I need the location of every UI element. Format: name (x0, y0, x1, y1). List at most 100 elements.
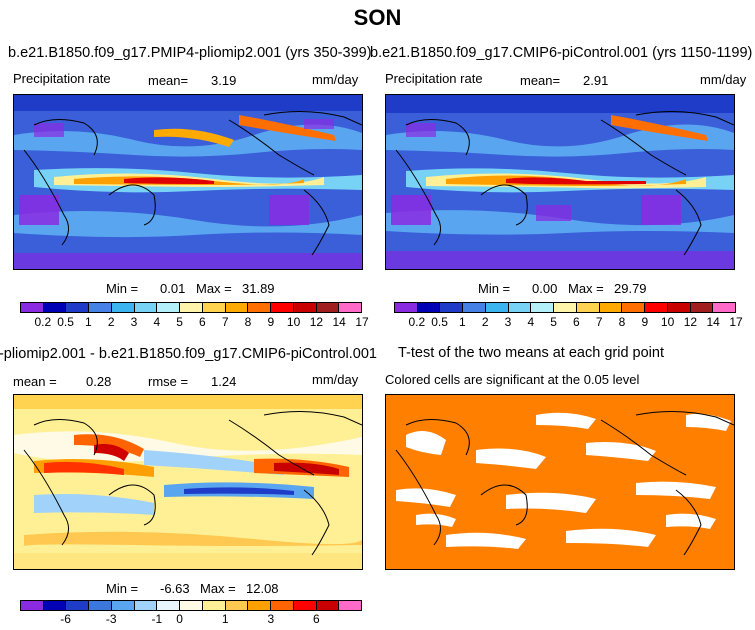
colorbar-tick-label: 7 (221, 315, 229, 329)
colorbar-tick-label: 1 (221, 612, 229, 626)
colorbar-tick-label: 5 (176, 315, 183, 329)
figure-title: SON (353, 5, 402, 30)
colorbar-tick-label: 3 (267, 612, 275, 626)
panel-3-rmse-value: 1.24 (211, 374, 237, 389)
panel-1-max-label: Max = (196, 281, 232, 296)
panel-2-variable: Precipitation rate (385, 71, 483, 86)
panel-2-mean-label: mean= (520, 73, 561, 88)
colorbar-swatch (440, 303, 464, 312)
colorbar-swatch (395, 303, 418, 312)
colorbar-swatch (667, 303, 691, 312)
colorbar-swatch (43, 303, 67, 312)
colorbar-swatch (248, 601, 272, 610)
colorbar-tick-label: 10 (660, 315, 675, 329)
colorbar-tick-label: 1 (459, 315, 466, 329)
colorbar-swatch (202, 303, 226, 312)
panel-4-significance-map (385, 394, 735, 570)
panel-3-min-value: -6.63 (160, 581, 190, 596)
panel-1-colorbar (20, 302, 362, 313)
colorbar-swatch (66, 601, 90, 610)
colorbar-swatch (248, 303, 272, 312)
colorbar-tick-label: 6 (199, 315, 206, 329)
colorbar-tick-label: 6 (313, 612, 320, 626)
colorbar-tick-label: 3 (130, 315, 138, 329)
panel-3-units: mm/day (312, 372, 359, 387)
panel-1-precip-map (13, 94, 363, 270)
colorbar-swatch (43, 601, 67, 610)
colorbar-swatch (339, 601, 362, 610)
colorbar-tick-label: 2 (481, 315, 489, 329)
colorbar-swatch (134, 601, 158, 610)
colorbar-swatch (111, 601, 135, 610)
colorbar-swatch (554, 303, 577, 312)
colorbar-swatch (293, 601, 317, 610)
colorbar-tick-label: 7 (595, 315, 603, 329)
colorbar-swatch (485, 303, 509, 312)
colorbar-swatch (21, 303, 44, 312)
panel-3-colorbar (20, 600, 362, 611)
panel-2-precip-map (385, 94, 735, 270)
colorbar-tick-label: 9 (267, 315, 275, 329)
panel-2-mean-value: 2.91 (583, 73, 609, 88)
colorbar-tick-label: 10 (286, 315, 301, 329)
colorbar-tick-label: 17 (355, 315, 369, 329)
panel-1-max-value: 31.89 (242, 281, 275, 296)
colorbar-swatch (21, 601, 44, 610)
colorbar-swatch (622, 303, 646, 312)
colorbar-swatch (645, 303, 668, 312)
panel-2-colorbar (394, 302, 736, 313)
colorbar-swatch (293, 303, 317, 312)
colorbar-swatch (339, 303, 362, 312)
colorbar-swatch (271, 601, 294, 610)
colorbar-swatch (89, 303, 112, 312)
colorbar-tick-label: 12 (309, 315, 324, 329)
colorbar-tick-label: 5 (550, 315, 557, 329)
panel-1-min-value: 0.01 (160, 281, 186, 296)
panel-3-mean-label: mean = (13, 374, 57, 389)
panel-1-units: mm/day (312, 72, 359, 87)
colorbar-swatch (157, 601, 181, 610)
colorbar-tick-label: 12 (683, 315, 698, 329)
panel-2-max-value: 29.79 (614, 281, 647, 296)
panel-4-subtitle: Colored cells are significant at the 0.0… (385, 372, 640, 387)
colorbar-tick-label: 3 (504, 315, 512, 329)
colorbar-tick-label: 17 (729, 315, 743, 329)
colorbar-tick-label: -1 (151, 612, 163, 626)
colorbar-tick-label: 9 (641, 315, 649, 329)
panel-2-colorbar-ticks: 0.2 0.5 1 2 3 4 5 6 7 8 9 10 12 14 17 (394, 315, 742, 331)
colorbar-tick-label: 0 (176, 612, 183, 626)
colorbar-tick-label: 8 (244, 315, 252, 329)
colorbar-swatch (225, 601, 249, 610)
colorbar-swatch (316, 303, 340, 312)
colorbar-swatch (157, 303, 181, 312)
colorbar-swatch (134, 303, 158, 312)
panel-2-units: mm/day (700, 72, 747, 87)
panel-3-rmse-label: rmse = (148, 374, 189, 389)
panel-1-variable: Precipitation rate (13, 71, 111, 86)
colorbar-swatch (111, 303, 135, 312)
colorbar-swatch (599, 303, 623, 312)
panel-4-title: T-test of the two means at each grid poi… (398, 345, 664, 361)
colorbar-tick-label: 8 (618, 315, 626, 329)
panel-3-difference-map (13, 394, 363, 570)
colorbar-tick-label: 1 (85, 315, 92, 329)
panel-2-max-label: Max = (568, 281, 604, 296)
colorbar-tick-label: 2 (107, 315, 115, 329)
colorbar-tick-label: 14 (332, 315, 346, 329)
panel-3-min-label: Min = (106, 581, 139, 596)
colorbar-swatch (180, 601, 203, 610)
panel-3-max-value: 12.08 (246, 581, 279, 596)
colorbar-tick-label: -3 (105, 612, 117, 626)
panel-1-case-title: b.e21.B1850.f09_g17.PMIP4-pliomip2.001 (… (8, 45, 372, 61)
colorbar-swatch (271, 303, 294, 312)
colorbar-swatch (463, 303, 486, 312)
colorbar-swatch (66, 303, 90, 312)
panel-3-colorbar-ticks: -6 -3 -1 0 1 3 6 (20, 612, 362, 628)
panel-1-mean-value: 3.19 (211, 73, 237, 88)
colorbar-tick-label: 0.5 (431, 315, 448, 329)
colorbar-swatch (576, 303, 600, 312)
colorbar-swatch (316, 601, 340, 610)
panel-1-mean-label: mean= (148, 73, 189, 88)
colorbar-swatch (202, 601, 226, 610)
panel-1-colorbar-ticks: 0.2 0.5 1 2 3 4 5 6 7 8 9 10 12 14 17 (20, 315, 368, 331)
